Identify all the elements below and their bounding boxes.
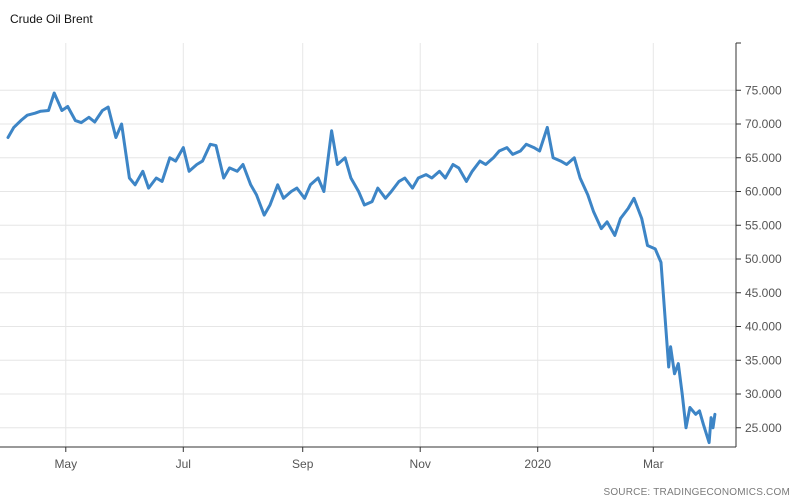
y-tick-label: 65.000 xyxy=(745,151,782,165)
y-tick-label: 35.000 xyxy=(745,353,782,367)
y-tick-label: 55.000 xyxy=(745,218,782,232)
y-tick-label: 70.000 xyxy=(745,117,782,131)
y-tick-label: 40.000 xyxy=(745,320,782,334)
series-line xyxy=(6,91,717,445)
y-tick-label: 25.000 xyxy=(745,421,782,435)
grid xyxy=(0,43,736,447)
y-axis-labels: 75.000 70.000 65.000 60.000 55.000 50.000 45.0… xyxy=(745,83,782,435)
axes xyxy=(0,42,741,452)
x-tick-label: Sep xyxy=(292,457,314,471)
y-tick-label: 50.000 xyxy=(745,252,782,266)
x-tick-label: 2020 xyxy=(524,457,551,471)
y-tick-label: 60.000 xyxy=(745,185,782,199)
x-tick-label: Jul xyxy=(176,457,191,471)
y-tick-label: 75.000 xyxy=(745,83,782,97)
x-tick-label: Mar xyxy=(643,457,664,471)
x-axis-labels: May Jul Sep Nov 2020 Mar xyxy=(54,457,663,471)
x-tick-label: May xyxy=(54,457,77,471)
x-tick-label: Nov xyxy=(410,457,431,471)
source-credit: SOURCE: TRADINGECONOMICS.COM xyxy=(603,487,790,498)
y-tick-label: 45.000 xyxy=(745,286,782,300)
y-tick-label: 30.000 xyxy=(745,387,782,401)
chart-title: Crude Oil Brent xyxy=(10,12,93,26)
